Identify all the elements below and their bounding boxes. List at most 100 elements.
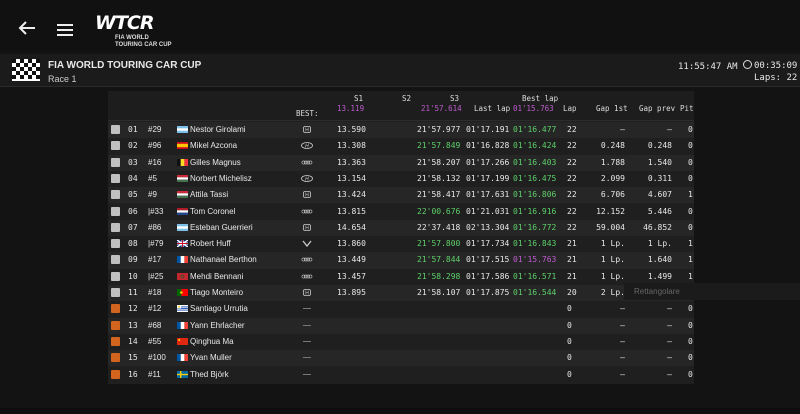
pit-count: 1 xyxy=(688,255,693,265)
lap-count: 21 xyxy=(567,239,577,249)
status-flag-icon xyxy=(111,141,120,151)
nationality-flag-icon xyxy=(177,354,188,362)
horizontal-scrollbar[interactable] xyxy=(0,408,800,414)
s3-time: 22'37.418 xyxy=(417,222,461,232)
honda-logo-icon: H xyxy=(303,191,311,198)
svg-text:H: H xyxy=(305,127,309,133)
s1-time: 14.654 xyxy=(337,222,366,232)
col-last-lap: Last lap xyxy=(474,104,511,113)
driver-name: Nathanael Berthon xyxy=(190,255,257,265)
status-flag-icon xyxy=(111,369,120,379)
gap-previous: 1.499 xyxy=(647,271,672,281)
checkered-flag-icon xyxy=(12,59,40,81)
table-row[interactable]: 13 #68 Yann Ehrlacher 0 – – 0 xyxy=(108,317,694,334)
col-s3: S3 xyxy=(450,94,460,103)
gap-first: 2.099 xyxy=(600,173,625,183)
car-number: #29 xyxy=(148,125,162,134)
gap-previous: – xyxy=(667,320,672,330)
gap-previous: 1 Lp. xyxy=(647,239,672,249)
table-row[interactable]: 03 #16 Gilles Magnus 13.363 21'58.207 01'17.2… xyxy=(108,154,694,171)
table-row[interactable]: 01 #29 Nestor Girolami H 13.590 21'57.977 01'1… xyxy=(108,122,694,139)
status-flag-icon xyxy=(111,125,120,134)
driver-name: Nestor Girolami xyxy=(190,125,246,134)
back-arrow-icon[interactable] xyxy=(18,20,36,36)
table-row[interactable]: 02 #96 Mikel Azcona H 13.308 21'57.849 01'16.8… xyxy=(108,138,694,155)
gap-previous: 46.852 xyxy=(643,222,672,232)
hyundai-logo-icon: H xyxy=(301,142,313,149)
car-number: #17 xyxy=(148,255,162,265)
col-best-lap: Best lap xyxy=(522,94,559,103)
status-flag-icon xyxy=(111,157,120,167)
nationality-flag-icon xyxy=(177,223,188,231)
car-number: #96 xyxy=(148,141,162,151)
best-lap-time: 01'16.843 xyxy=(513,239,557,249)
clock-icon xyxy=(743,60,752,69)
table-row[interactable]: 12 #12 Santiago Urrutia 0 – – 0 xyxy=(108,301,694,318)
pit-count: 1 xyxy=(688,271,693,281)
driver-name: Mehdi Bennani xyxy=(190,271,244,281)
lap-count: 22 xyxy=(567,206,577,216)
pit-count: 0 xyxy=(688,206,693,216)
honda-logo-icon: H xyxy=(303,289,311,296)
car-number: #11 xyxy=(148,369,161,379)
nationality-flag-icon xyxy=(177,289,188,296)
pit-count: 0 xyxy=(688,125,693,134)
gap-previous: 1.640 xyxy=(647,255,672,265)
position: 15 xyxy=(128,353,138,363)
table-row[interactable]: 10 |#25 Mehdi Bennani 13.457 21'58.298 01'17.… xyxy=(108,268,694,285)
s1-time: 13.590 xyxy=(337,125,366,134)
gap-previous: – xyxy=(667,304,672,314)
driver-name: Tiago Monteiro xyxy=(190,288,244,297)
pit-count: 1 xyxy=(688,239,693,249)
last-lap-time: 02'13.304 xyxy=(466,222,510,232)
s1-time: 13.308 xyxy=(337,141,366,151)
last-lap-time: 01'16.828 xyxy=(466,141,510,151)
s1-time: 13.363 xyxy=(337,157,366,167)
table-row[interactable]: 04 #5 Norbert Michelisz H 13.154 21'58.132 01'… xyxy=(108,170,694,188)
lap-count: 22 xyxy=(567,157,577,167)
position: 06 xyxy=(128,206,138,216)
table-row[interactable]: 07 #86 Esteban Guerrieri H 14.654 22'37.418 02… xyxy=(108,219,694,237)
car-number: #5 xyxy=(148,173,157,183)
last-lap-time: 01'21.031 xyxy=(466,206,510,216)
gap-first: 59.004 xyxy=(596,222,625,232)
nationality-flag-icon xyxy=(177,158,188,166)
nationality-flag-icon xyxy=(177,321,188,329)
car-number: |#79 xyxy=(148,239,164,249)
position: 04 xyxy=(128,173,138,183)
car-number: #55 xyxy=(148,336,162,346)
none-logo-icon xyxy=(303,308,311,310)
table-row[interactable]: 15 #100 Yvan Muller 0 – – 0 xyxy=(108,350,694,367)
gap-previous: 1.540 xyxy=(647,157,672,167)
col-gap-prev: Gap prev xyxy=(639,104,676,113)
gap-first: – xyxy=(620,304,625,314)
col-s2: S2 xyxy=(402,94,412,103)
last-lap-time: 01'17.191 xyxy=(466,125,510,134)
table-row[interactable]: 14 #55 Qinghua Ma 0 – – 0 xyxy=(108,333,694,351)
none-logo-icon xyxy=(303,373,311,375)
table-row[interactable]: 16 #11 Thed Björk 0 – – 0 xyxy=(108,366,694,383)
best-lap-time: 01'15.763 xyxy=(513,255,557,265)
nationality-flag-icon xyxy=(177,207,188,215)
driver-name: Attila Tassi xyxy=(190,190,229,200)
driver-name: Gilles Magnus xyxy=(190,157,241,167)
none-logo-icon xyxy=(303,340,311,342)
table-row[interactable]: 08 |#79 Robert Huff 13.860 21'57.800 01'17.73… xyxy=(108,236,694,253)
best-lap-time: 01'16.475 xyxy=(513,173,557,183)
table-row[interactable]: 11 #18 Tiago Monteiro H 13.895 21'58.107 01'17… xyxy=(108,285,694,302)
position: 02 xyxy=(128,141,138,151)
driver-name: Yann Ehrlacher xyxy=(190,320,245,330)
gap-first: – xyxy=(620,369,625,379)
table-row[interactable]: 09 #17 Nathanael Berthon 13.449 21'57.844 01'… xyxy=(108,252,694,269)
session-bar: FIA WORLD TOURING CAR CUP Race 1 11:55:4… xyxy=(0,54,800,87)
table-row[interactable]: 06 |#33 Tom Coronel 13.815 22'00.676 01'21.03… xyxy=(108,203,694,220)
position: 08 xyxy=(128,239,138,249)
table-row[interactable]: 05 #9 Attila Tassi H 13.424 21'58.417 01'17.63… xyxy=(108,187,694,204)
gap-previous: 5.446 xyxy=(647,206,672,216)
lap-count: 21 xyxy=(567,255,577,265)
status-flag-icon xyxy=(111,190,120,200)
best-lap-best: 01'15.763 xyxy=(513,104,554,113)
car-number: #18 xyxy=(148,288,162,297)
session-race: Race 1 xyxy=(48,74,77,84)
hamburger-menu-icon[interactable] xyxy=(57,24,73,36)
